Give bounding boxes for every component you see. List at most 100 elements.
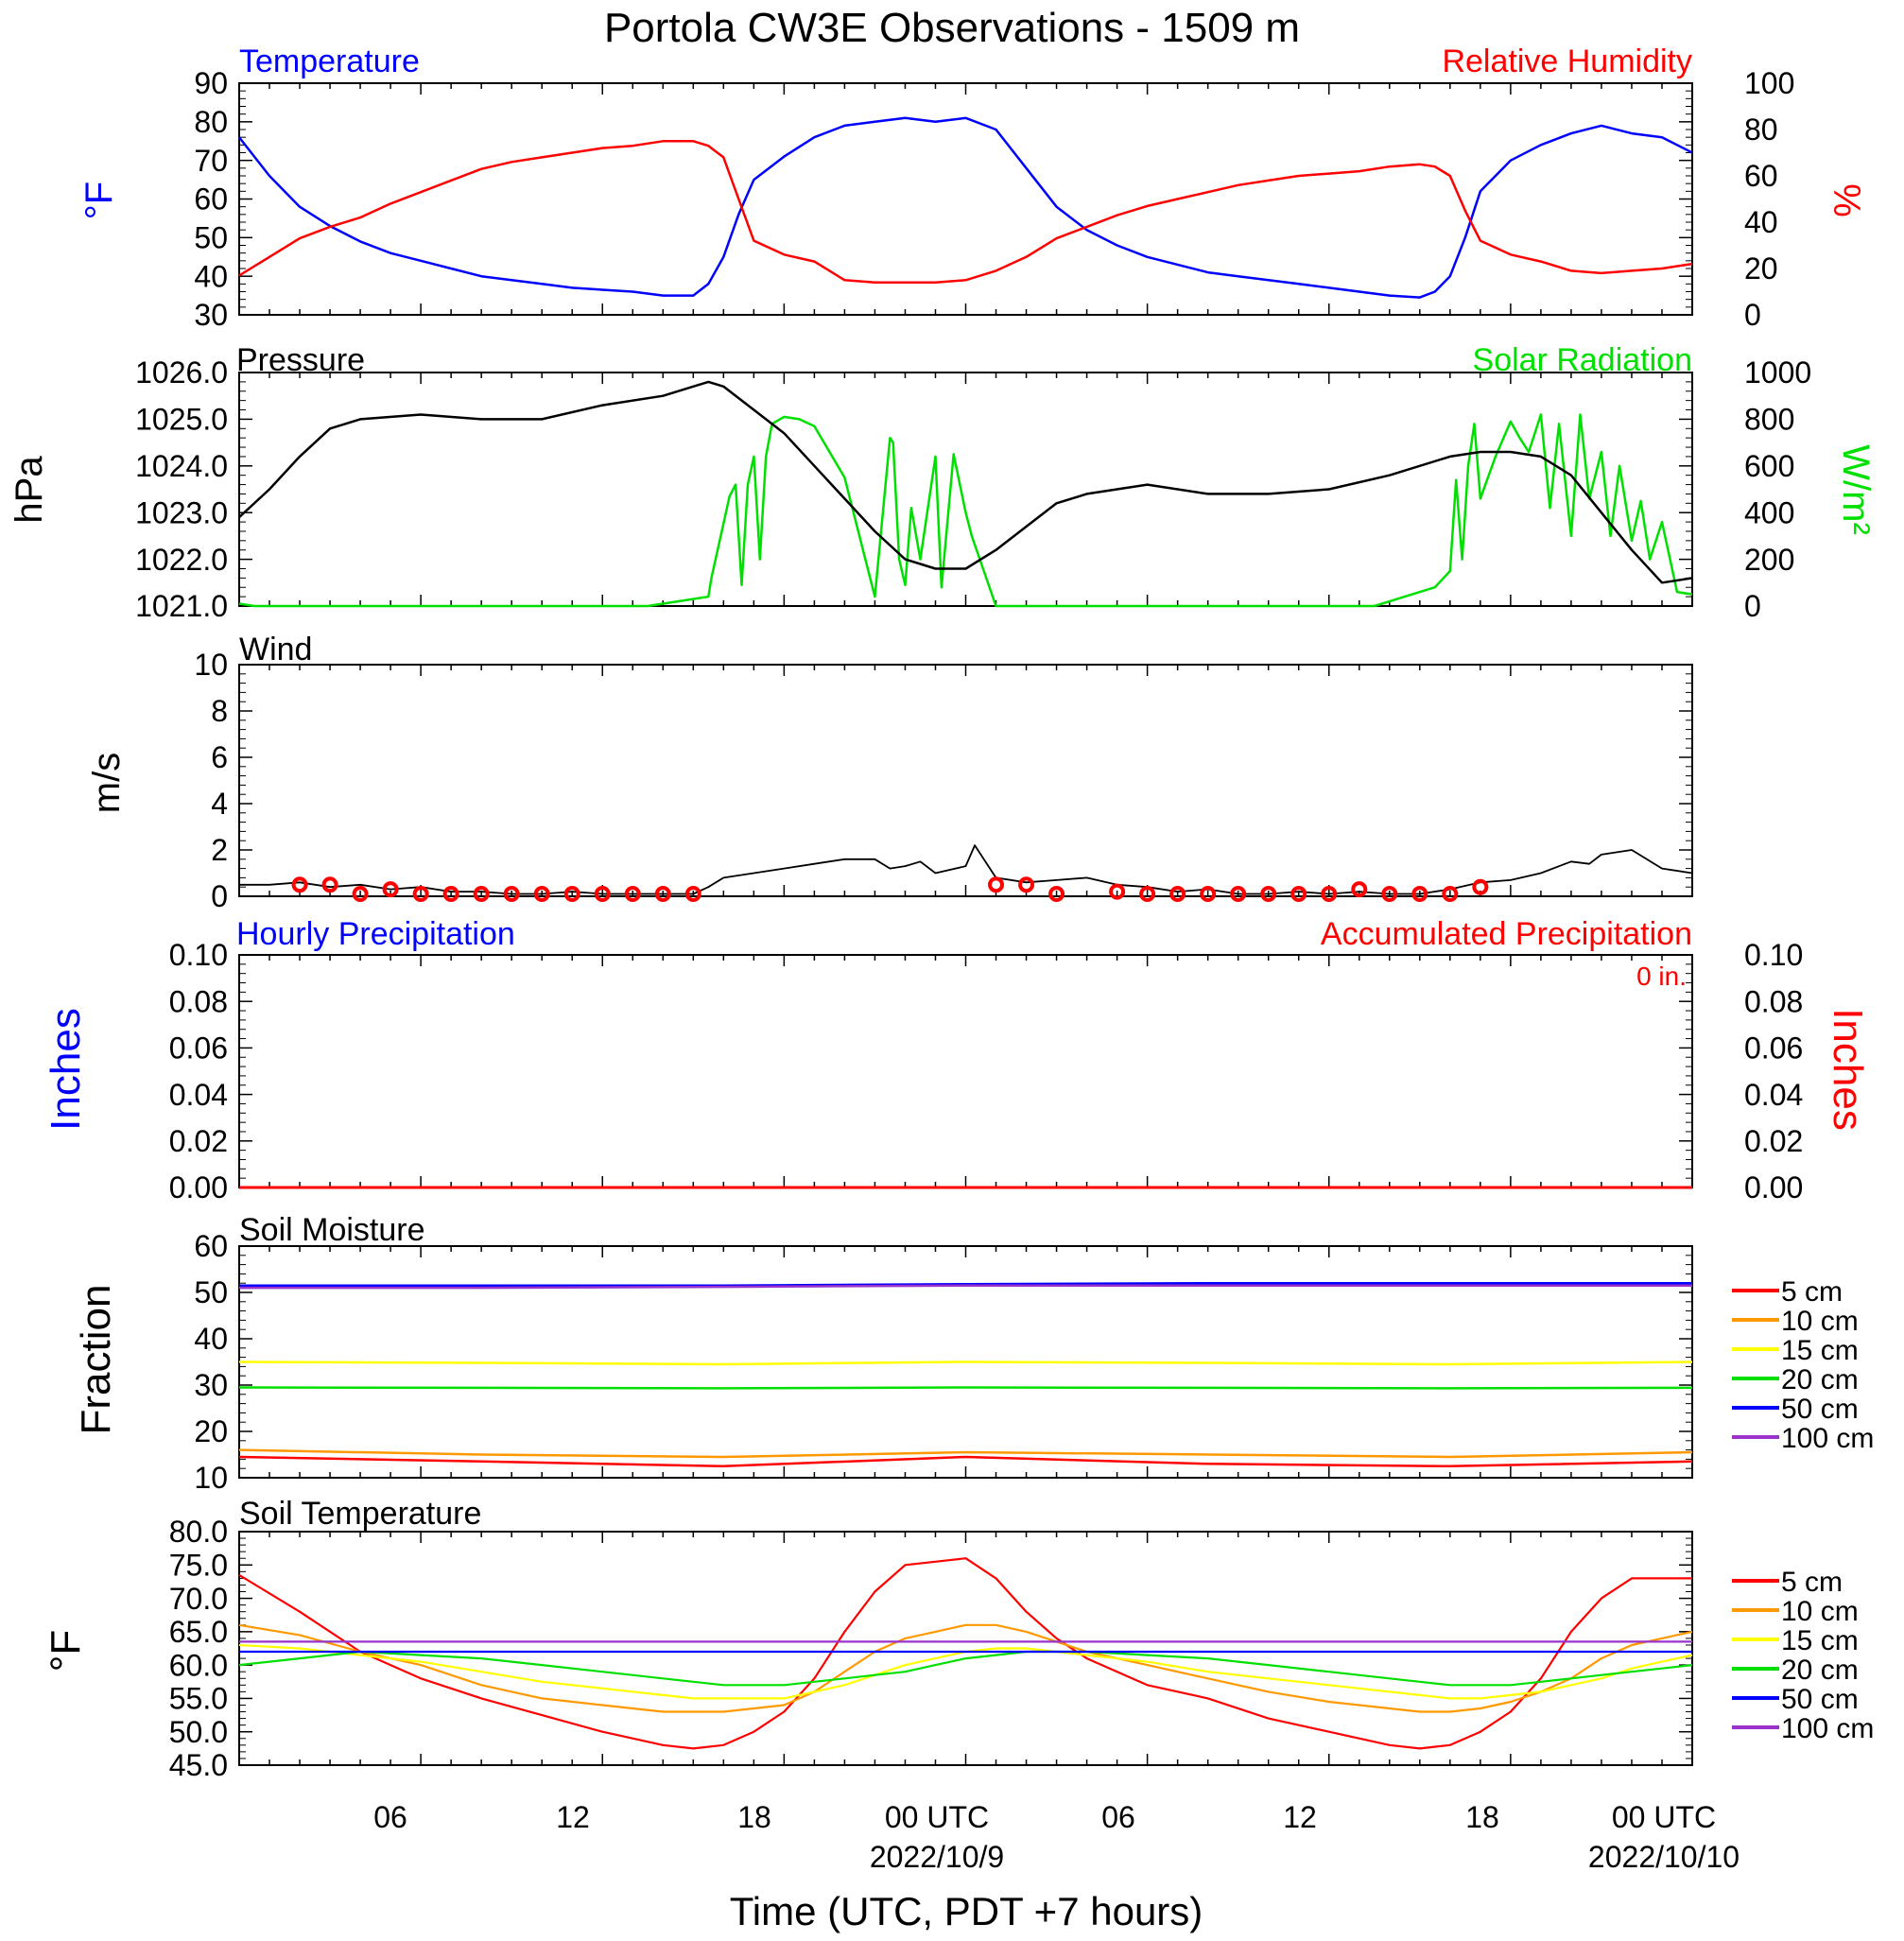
wind-plot: 10 8 6 4 2 0: [194, 648, 1693, 913]
x-axis-label: Time (UTC, PDT +7 hours): [730, 1889, 1203, 1933]
panel-precipitation: Hourly Precipitation Accumulated Precipi…: [43, 916, 1871, 1204]
y-tick-label: 2: [211, 833, 228, 867]
y-tick-label: 70.0: [169, 1582, 228, 1616]
x-tick-label: 00 UTC: [1612, 1800, 1716, 1834]
y-right-tick-label: 0.06: [1744, 1031, 1803, 1066]
y-tick-label: 0.02: [169, 1124, 228, 1158]
wind-calm-marker: [1200, 886, 1217, 903]
soil-moisture-units: Fraction: [73, 1285, 119, 1435]
soil-temperature-line: [238, 1557, 1692, 1750]
legend-entry: 50 cm: [1781, 1684, 1859, 1715]
soil-moisture-line: [238, 1448, 1693, 1459]
precipitation-plot: 0.10 0.08 0.06 0.04 0.02 0.00 0.10 0.08 0.06 0.04…: [169, 938, 1804, 1204]
pressure-units: hPa: [9, 456, 50, 524]
wind-calm-marker: [1169, 886, 1186, 903]
accum-precip-units: Inches: [1825, 1008, 1871, 1131]
x-tick-label: 00 UTC: [885, 1800, 989, 1834]
y-tick-label: 50: [194, 1275, 228, 1309]
y-tick-label: 60: [194, 1229, 228, 1263]
plot-frame: [238, 1531, 1693, 1766]
y-tick-label: 6: [211, 740, 228, 774]
y-tick-label: 90: [194, 66, 228, 100]
legend-entry: 10 cm: [1781, 1306, 1859, 1337]
y-tick-label: 1023.0: [135, 495, 228, 529]
y-tick-label: 1024.0: [135, 449, 228, 483]
wind-calm-marker: [1472, 878, 1489, 895]
y-tick-label: 1025.0: [135, 403, 228, 437]
wind-calm-marker: [442, 886, 459, 903]
wind-calm-marker: [988, 876, 1005, 893]
soil-temperature-label: Soil Temperature: [239, 1496, 481, 1532]
solar-radiation-line: [238, 413, 1693, 608]
soil-moisture-line: [239, 1281, 1692, 1287]
y-tick-label: 8: [211, 694, 228, 728]
humidity-line: [238, 140, 1693, 284]
y-tick-label: 1026.0: [135, 355, 228, 390]
y-tick-label: 4: [211, 787, 228, 821]
wind-calm-marker: [412, 886, 429, 903]
y-tick-label: 40: [194, 1322, 228, 1356]
y-tick-label: 80.0: [169, 1515, 228, 1549]
y-right-tick-label: 20: [1744, 251, 1778, 286]
wind-calm-marker: [503, 886, 520, 903]
wind-calm-marker: [1109, 883, 1126, 900]
solar-units: W/m²: [1835, 444, 1877, 535]
y-right-tick-label: 80: [1744, 113, 1778, 147]
y-tick-label: 70: [194, 144, 228, 178]
panel-wind: Wind m/s 10 8 6 4 2 0: [86, 632, 1693, 913]
y-right-tick-label: 400: [1744, 495, 1794, 529]
soil-temperature-line: [238, 1650, 1693, 1687]
wind-calm-marker: [594, 886, 611, 903]
y-right-tick-label: 1000: [1744, 355, 1811, 390]
wind-calm-marker: [684, 886, 701, 903]
legend-entry: 15 cm: [1781, 1625, 1859, 1656]
plot-frame: [238, 372, 1693, 607]
legend-entry: 20 cm: [1781, 1364, 1859, 1395]
wind-units: m/s: [86, 753, 128, 813]
y-tick-label: 45.0: [169, 1748, 228, 1782]
y-right-tick-label: 0.04: [1744, 1078, 1803, 1112]
soil-moisture-line: [238, 1386, 1693, 1390]
y-tick-label: 1021.0: [135, 589, 228, 623]
soil-moisture-line: [238, 1455, 1693, 1468]
wind-calm-marker: [473, 886, 490, 903]
y-tick-label: 0.08: [169, 984, 228, 1018]
legend-entry: 50 cm: [1781, 1394, 1859, 1425]
wind-calm-marker: [1139, 886, 1156, 903]
pressure-line: [238, 380, 1693, 584]
y-right-tick-label: 600: [1744, 449, 1794, 483]
wind-calm-marker: [1018, 876, 1035, 893]
legend-entry: 5 cm: [1781, 1276, 1843, 1308]
panel-pressure-solar: Pressure Solar Radiation hPa W/m² 1026.0…: [9, 342, 1877, 623]
x-tick-label: 18: [1465, 1800, 1499, 1834]
y-right-tick-label: 0: [1744, 298, 1761, 332]
legend-entry: 100 cm: [1781, 1713, 1874, 1744]
y-tick-label: 30: [194, 1368, 228, 1402]
y-tick-label: 80: [194, 105, 228, 139]
x-axis: 06 12 18 00 UTC 06 12 18 00 UTC 2022/10/…: [373, 1800, 1740, 1933]
wind-calm-marker: [382, 881, 399, 898]
panel-soil-temperature: Soil Temperature °F 80.075.070.065.060.0…: [43, 1496, 1874, 1782]
accum-precip-total: 0 in.: [1636, 962, 1687, 991]
wind-calm-marker: [1260, 886, 1277, 903]
wind-calm-marker: [352, 886, 369, 903]
y-tick-label: 60: [194, 182, 228, 217]
legend-entry: 15 cm: [1781, 1335, 1859, 1366]
wind-calm-marker: [291, 876, 308, 893]
hourly-precip-units: Inches: [43, 1008, 89, 1131]
y-right-tick-label: 100: [1744, 66, 1794, 100]
legend-entry: 20 cm: [1781, 1655, 1859, 1686]
x-tick-label: 12: [1283, 1800, 1317, 1834]
soil-temperature-line: [238, 1643, 1693, 1700]
humidity-units: %: [1826, 183, 1867, 217]
soil-moisture-line: [238, 1360, 1693, 1366]
chart-title: Portola CW3E Observations - 1509 m: [604, 5, 1300, 51]
x-tick-label: 12: [556, 1800, 590, 1834]
y-tick-label: 50.0: [169, 1715, 228, 1749]
y-right-tick-label: 0: [1744, 589, 1761, 623]
wind-calm-marker: [654, 886, 671, 903]
pressure-solar-plot: 1026.0 1025.0 1024.0 1023.0 1022.0 1021.0 1000…: [135, 355, 1811, 623]
y-tick-label: 50: [194, 221, 228, 255]
